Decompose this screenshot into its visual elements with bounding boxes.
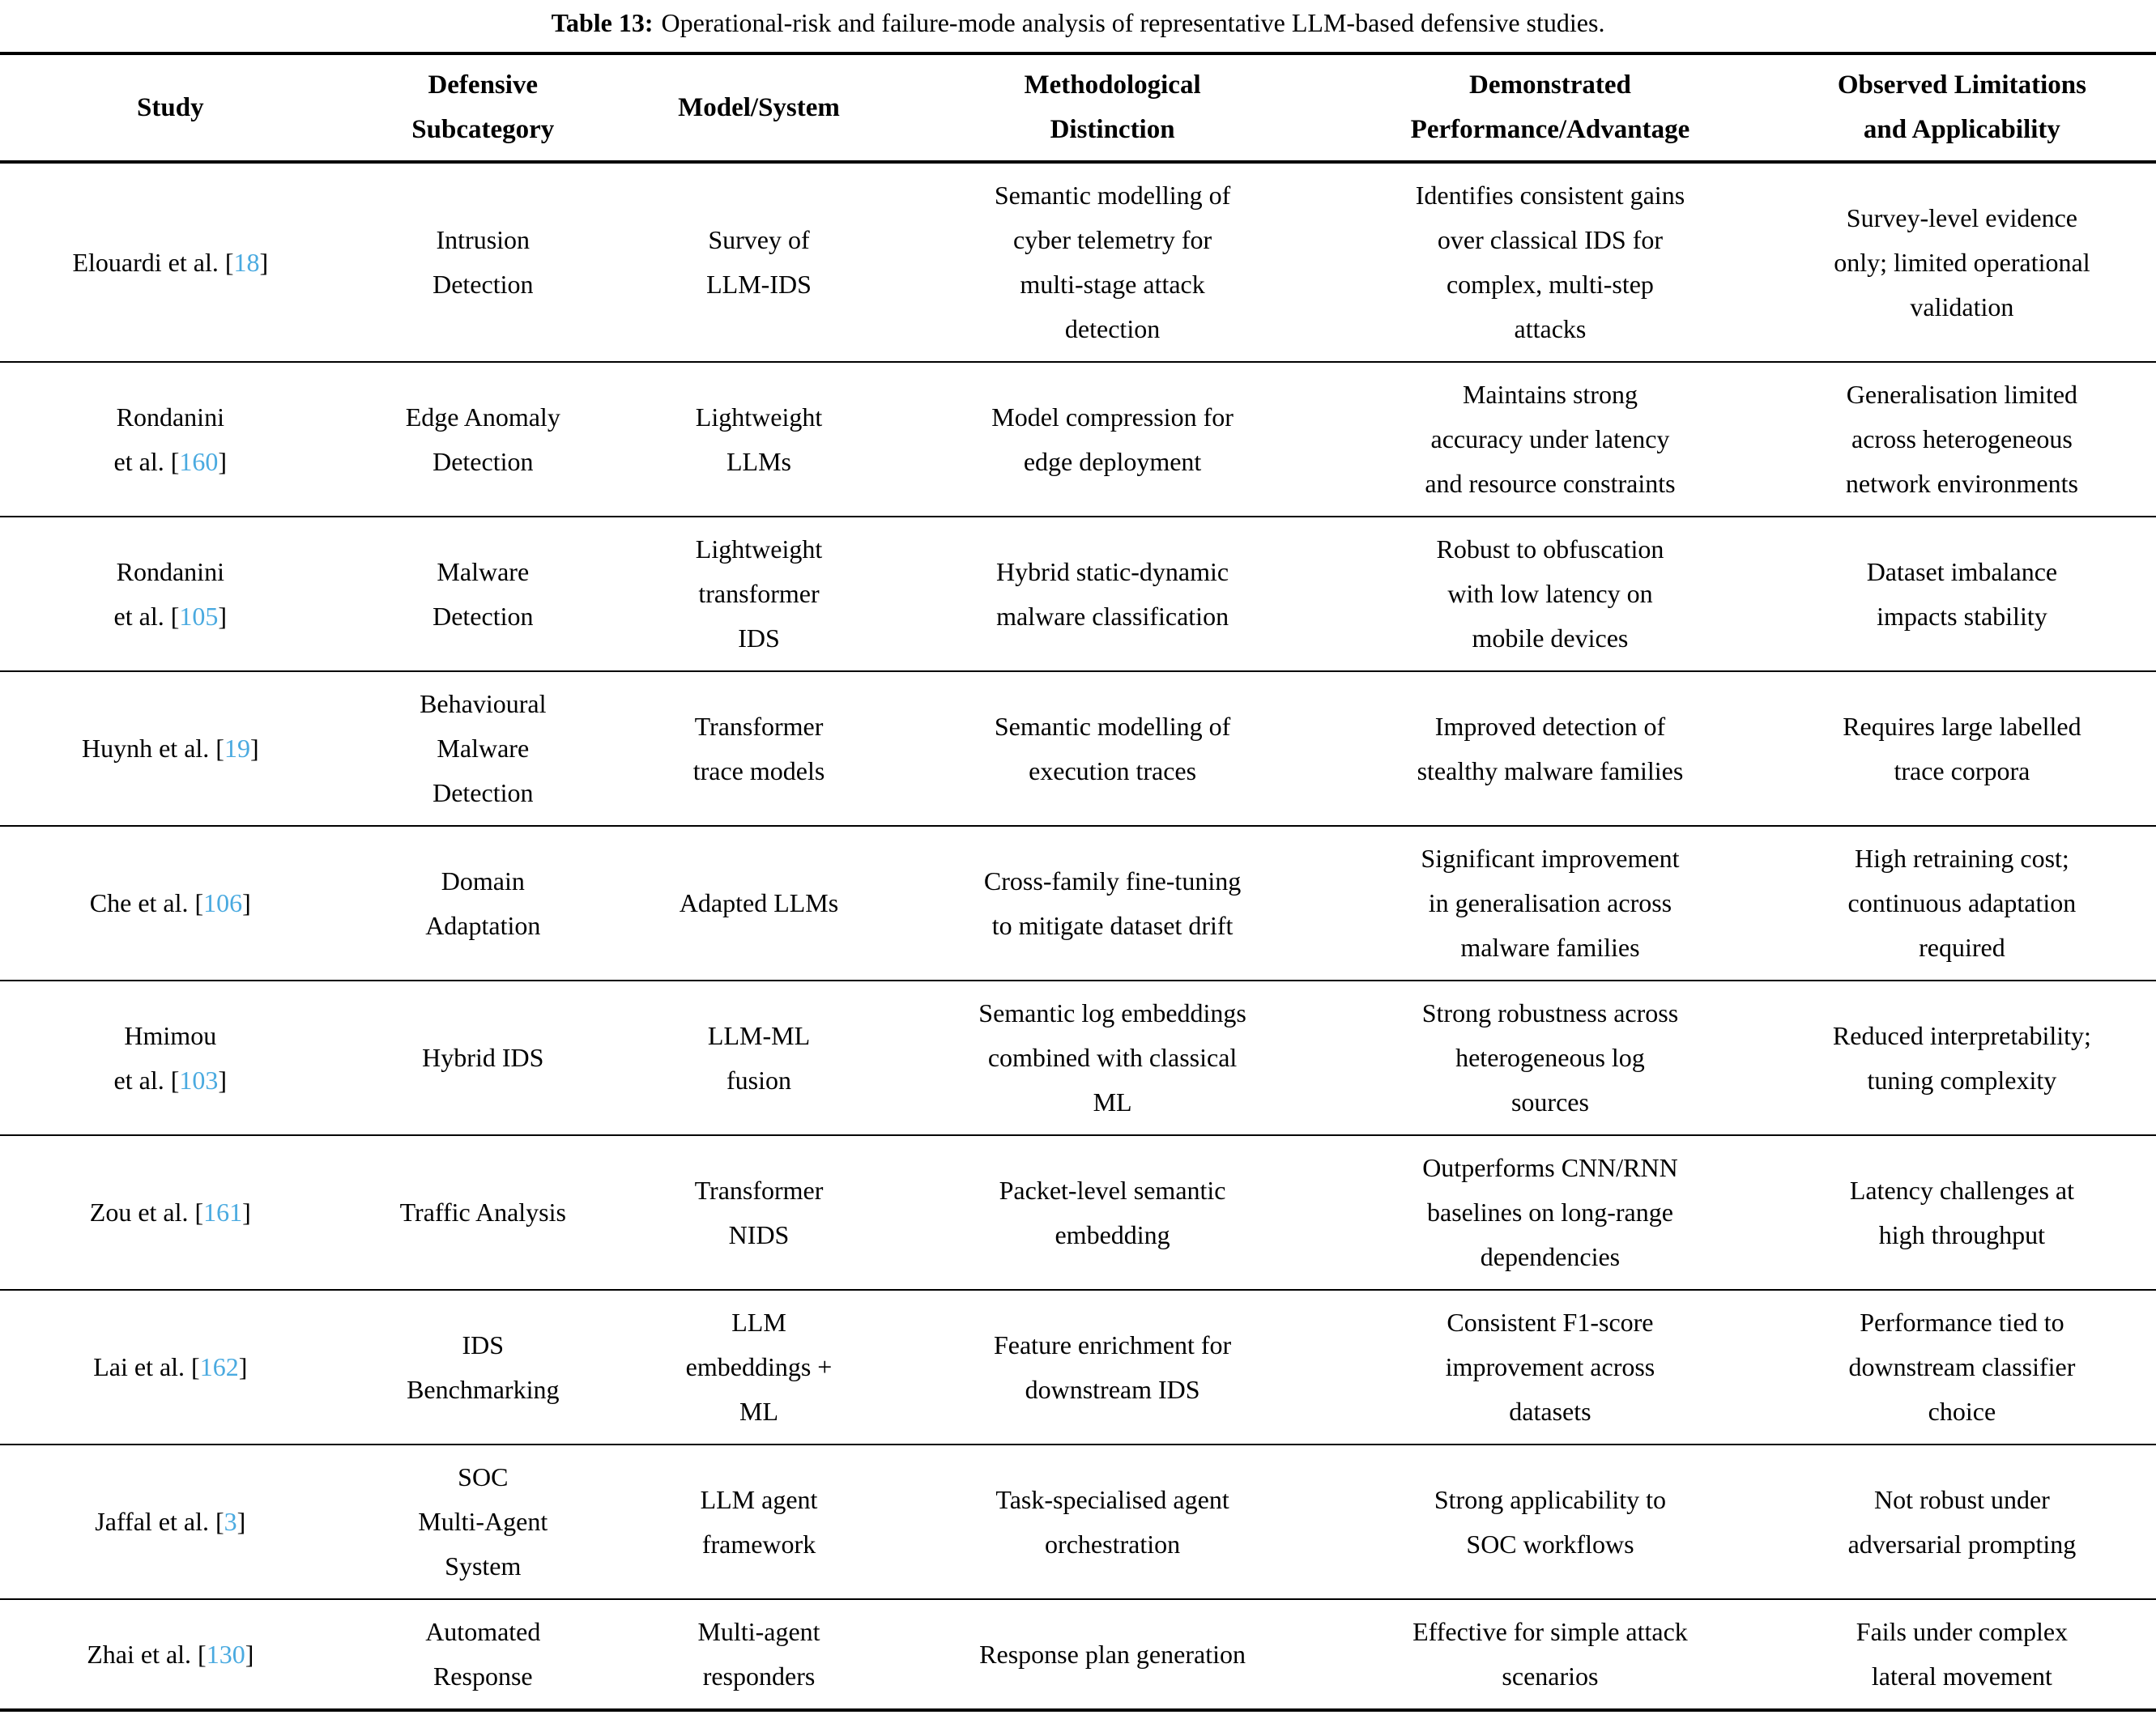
table-row: Zou et al. [161] Traffic Analysis Transfor…	[0, 1134, 2156, 1290]
table-caption-text: Operational-risk and failure-mode analys…	[661, 8, 1605, 37]
citation-link[interactable]: 106	[203, 888, 243, 917]
distinction-cell: Response plan generation	[893, 1598, 1333, 1710]
model-cell: Transformer NIDS	[624, 1134, 893, 1290]
column-header-4: Methodological Distinction	[893, 53, 1333, 164]
study-cell: Rondanini et al. [105]	[0, 516, 341, 671]
limitations-cell: Reduced interpretability; tuning complex…	[1767, 980, 2156, 1135]
performance-cell: Effective for simple attack scenarios	[1332, 1598, 1768, 1710]
column-header-6: Observed Limitations and Applicability	[1767, 53, 2156, 164]
model-cell: LLM-ML fusion	[624, 980, 893, 1135]
study-cell: Jaffal et al. [3]	[0, 1444, 341, 1599]
limitations-cell: Generalisation limited across heterogene…	[1767, 361, 2156, 517]
limitations-cell: Survey-level evidence only; limited oper…	[1834, 202, 2090, 321]
performance-cell: Robust to obfuscation with low latency o…	[1332, 516, 1768, 671]
subcategory-cell: Traffic Analysis	[340, 1134, 625, 1290]
study-cell: Huynh et al. [19]	[0, 670, 341, 826]
citation-link[interactable]: 160	[179, 446, 219, 476]
study-cell: Lai et al. [162]	[0, 1289, 341, 1445]
model-cell: Lightweight LLMs	[624, 361, 893, 517]
distinction-cell: Semantic modelling of execution traces	[893, 670, 1333, 826]
model-cell: Multi-agent responders	[624, 1598, 893, 1710]
performance-cell: Significant improvement in generalisatio…	[1332, 825, 1768, 981]
subcategory-cell: Malware Detection	[340, 516, 625, 671]
table-row: Huynh et al. [19] Behavioural Malware Det…	[0, 670, 2156, 826]
limitations-cell: Performance tied to downstream classifie…	[1767, 1289, 2156, 1445]
column-header-3: Model/System	[624, 53, 893, 164]
table-row: Hmimou et al. [103] Hybrid IDS LLM-ML fusi…	[0, 980, 2156, 1135]
table-row: Rondanini et al. [160] Edge Anomaly Detec…	[0, 361, 2156, 517]
model-cell: Lightweight transformer IDS	[624, 516, 893, 671]
distinction-cell: Task-specialised agent orchestration	[893, 1444, 1333, 1599]
model-cell: LLM agent framework	[624, 1444, 893, 1599]
citation-link[interactable]: 162	[199, 1352, 239, 1381]
citation-link[interactable]: 105	[179, 601, 219, 631]
table-row: Lai et al. [162] IDS Benchmarking LLM embe…	[0, 1289, 2156, 1445]
limitations-cell: High retraining cost; continuous adaptat…	[1767, 825, 2156, 981]
column-header-1: Study	[0, 53, 341, 164]
distinction-cell: Packet-level semantic embedding	[893, 1134, 1333, 1290]
limitations-cell: Not robust under adversarial prompting	[1767, 1444, 2156, 1599]
performance-cell: Identifies consistent gains over classic…	[1415, 181, 1685, 343]
table-caption-label: Table 13:	[551, 8, 654, 37]
subcategory-cell: Hybrid IDS	[340, 980, 625, 1135]
study-cell: Hmimou et al. [103]	[0, 980, 341, 1135]
subcategory-cell: IDS Benchmarking	[340, 1289, 625, 1445]
model-cell: LLM embeddings + ML	[624, 1289, 893, 1445]
study-cell: Rondanini et al. [160]	[0, 361, 341, 517]
header-row: Study Defensive Subcategory Model/System Me…	[0, 53, 2156, 164]
subcategory-cell: Behavioural Malware Detection	[340, 670, 625, 826]
table-row: Elouardi et al. [18] Intrusion Detection S…	[0, 162, 2156, 362]
limitations-cell: Requires large labelled trace corpora	[1767, 670, 2156, 826]
performance-cell: Outperforms CNN/RNN baselines on long-ra…	[1332, 1134, 1768, 1290]
table-caption: Table 13: Operational-risk and failure-mo…	[0, 6, 2156, 39]
distinction-cell: Semantic log embeddings combined with cl…	[893, 980, 1333, 1135]
citation-link[interactable]: 18	[233, 247, 260, 277]
performance-cell: Improved detection of stealthy malware f…	[1332, 670, 1768, 826]
citation-link[interactable]: 130	[206, 1639, 245, 1669]
study-cell: Che et al. [106]	[0, 825, 341, 981]
subcategory-cell: Domain Adaptation	[340, 825, 625, 981]
citation-link[interactable]: 103	[179, 1065, 219, 1095]
column-header-5: Demonstrated Performance/Advantage	[1332, 53, 1768, 164]
model-cell: Survey of LLM-IDS	[706, 225, 812, 299]
column-header-2: Defensive Subcategory	[340, 53, 625, 164]
table-row: Jaffal et al. [3] SOC Multi-Agent System L…	[0, 1444, 2156, 1599]
distinction-cell: Model compression for edge deployment	[893, 361, 1333, 517]
subcategory-cell: Intrusion Detection	[432, 225, 534, 299]
table-header: Study Defensive Subcategory Model/System Me…	[0, 53, 2156, 164]
subcategory-cell: Edge Anomaly Detection	[340, 361, 625, 517]
operational-risk-table: Study Defensive Subcategory Model/System Me…	[0, 52, 2156, 1712]
limitations-cell: Dataset imbalance impacts stability	[1767, 516, 2156, 671]
subcategory-cell: SOC Multi-Agent System	[340, 1444, 625, 1599]
distinction-cell: Hybrid static-dynamic malware classifica…	[893, 516, 1333, 671]
performance-cell: Strong robustness across heterogeneous l…	[1332, 980, 1768, 1135]
subcategory-cell: Automated Response	[340, 1598, 625, 1710]
citation-link[interactable]: 3	[224, 1507, 237, 1536]
table-body: Elouardi et al. [18] Intrusion Detection S…	[0, 162, 2156, 1710]
study-cell: Elouardi et al. [18]	[72, 247, 269, 277]
performance-cell: Strong applicability to SOC workflows	[1332, 1444, 1768, 1599]
table-row: Che et al. [106] Domain Adaptation Adapted…	[0, 825, 2156, 981]
distinction-cell: Feature enrichment for downstream IDS	[893, 1289, 1333, 1445]
table-row: Zhai et al. [130] Automated Response Multi…	[0, 1598, 2156, 1710]
limitations-cell: Fails under complex lateral movement	[1767, 1598, 2156, 1710]
distinction-cell: Cross-family fine-tuning to mitigate dat…	[893, 825, 1333, 981]
study-cell: Zhai et al. [130]	[0, 1598, 341, 1710]
citation-link[interactable]: 161	[203, 1198, 243, 1227]
model-cell: Adapted LLMs	[624, 825, 893, 981]
study-cell: Zou et al. [161]	[0, 1134, 341, 1290]
model-cell: Transformer trace models	[624, 670, 893, 826]
distinction-cell: Semantic modelling of cyber telemetry fo…	[994, 181, 1231, 343]
performance-cell: Maintains strong accuracy under latency …	[1332, 361, 1768, 517]
table-row: Rondanini et al. [105] Malware Detection L…	[0, 516, 2156, 671]
performance-cell: Consistent F1-score improvement across d…	[1332, 1289, 1768, 1445]
limitations-cell: Latency challenges at high throughput	[1767, 1134, 2156, 1290]
citation-link[interactable]: 19	[224, 734, 250, 763]
